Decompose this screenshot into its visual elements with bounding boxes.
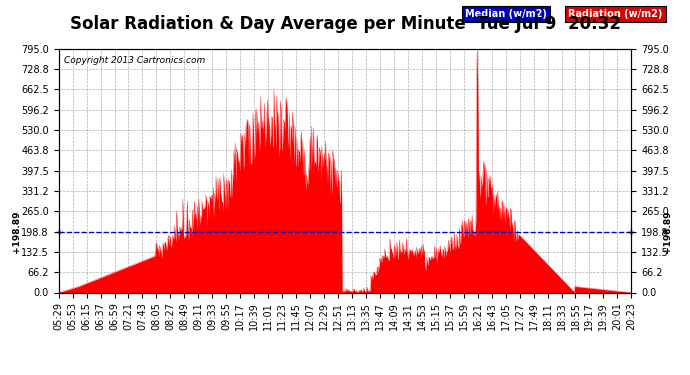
Text: +198.89: +198.89 bbox=[663, 210, 672, 253]
Text: +198.89: +198.89 bbox=[12, 210, 21, 253]
Text: Copyright 2013 Cartronics.com: Copyright 2013 Cartronics.com bbox=[64, 56, 206, 65]
Text: Median (w/m2): Median (w/m2) bbox=[465, 9, 547, 19]
Text: Radiation (w/m2): Radiation (w/m2) bbox=[569, 9, 662, 19]
Text: Solar Radiation & Day Average per Minute  Tue Jul 9  20:32: Solar Radiation & Day Average per Minute… bbox=[70, 15, 620, 33]
